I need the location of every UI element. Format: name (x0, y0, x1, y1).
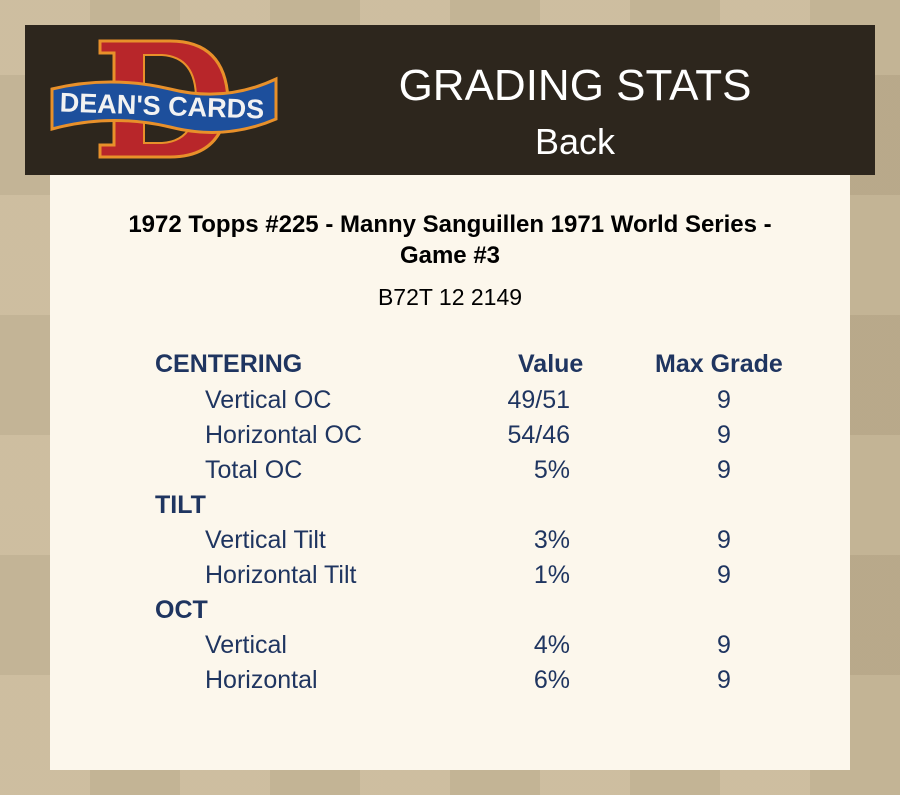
value-header: Value (518, 350, 584, 378)
row-max: 9 (717, 386, 731, 414)
row-value: 5% (533, 456, 570, 484)
section-row: TILT (50, 491, 850, 526)
table-row: Vertical 4% 9 (50, 631, 850, 666)
row-max: 9 (717, 421, 731, 449)
header-row: CENTERING Value Max Grade (50, 350, 850, 385)
stats-panel: 1972 Topps #225 - Manny Sanguillen 1971 … (50, 175, 850, 770)
page-subtitle: Back (534, 121, 616, 162)
logo-text: DEAN'S CARDS (59, 87, 264, 124)
row-value: 54/46 (507, 421, 570, 449)
row-value: 3% (533, 526, 570, 554)
row-max: 9 (717, 666, 731, 694)
table-row: Vertical OC 49/51 9 (50, 386, 850, 421)
card-title: 1972 Topps #225 - Manny Sanguillen 1971 … (128, 211, 772, 269)
section-label: OCT (155, 596, 208, 624)
row-max: 9 (717, 456, 731, 484)
row-value: 1% (533, 561, 570, 589)
row-max: 9 (717, 631, 731, 659)
section-label: TILT (155, 491, 206, 519)
table-row: Total OC 5% 9 (50, 456, 850, 491)
max-grade-header: Max Grade (655, 350, 783, 378)
row-max: 9 (717, 526, 731, 554)
table-row: Horizontal Tilt 1% 9 (50, 561, 850, 596)
section-label: CENTERING (155, 350, 303, 378)
card-id: B72T 12 2149 (377, 284, 523, 310)
row-value: 4% (533, 631, 570, 659)
section-row: OCT (50, 596, 850, 631)
row-label: Horizontal (205, 666, 318, 694)
row-max: 9 (717, 561, 731, 589)
row-label: Vertical OC (205, 386, 332, 414)
row-value: 49/51 (507, 386, 570, 414)
page-title: GRADING STATS (398, 61, 752, 110)
table-row: Vertical Tilt 3% 9 (50, 526, 850, 561)
header-bar: DEAN'S CARDS GRADING STATS Back (25, 25, 875, 175)
deans-cards-logo: DEAN'S CARDS (50, 39, 278, 159)
row-label: Vertical (205, 631, 287, 659)
row-label: Total OC (205, 456, 303, 484)
row-label: Horizontal Tilt (205, 561, 357, 589)
row-label: Horizontal OC (205, 421, 362, 449)
row-value: 6% (533, 666, 570, 694)
table-row: Horizontal OC 54/46 9 (50, 421, 850, 456)
row-label: Vertical Tilt (205, 526, 326, 554)
table-row: Horizontal 6% 9 (50, 666, 850, 701)
